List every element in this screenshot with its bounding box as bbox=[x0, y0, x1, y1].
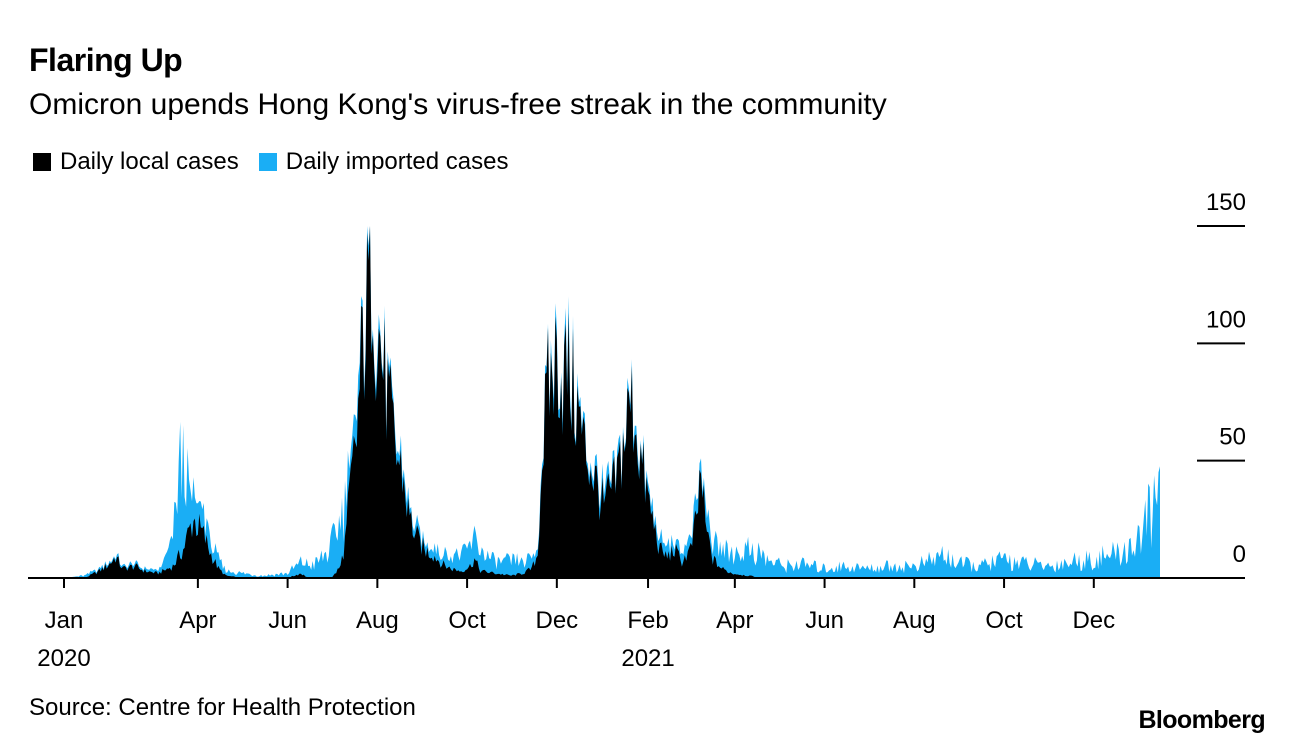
legend-swatch-local bbox=[33, 153, 51, 171]
legend: Daily local cases Daily imported cases bbox=[33, 148, 528, 176]
x-tick-label: Oct bbox=[448, 607, 486, 634]
x-tick-year-label: 2021 bbox=[621, 645, 674, 672]
x-tick-label: Jun bbox=[268, 607, 307, 634]
x-tick-label: Dec bbox=[535, 607, 578, 634]
legend-label-local: Daily local cases bbox=[60, 148, 239, 175]
x-tick-label: Apr bbox=[179, 607, 216, 634]
series-area-local bbox=[64, 226, 1160, 578]
source-note: Source: Centre for Health Protection bbox=[29, 694, 416, 721]
legend-item-imported: Daily imported cases bbox=[258, 148, 509, 176]
x-tick-label: Jan bbox=[45, 607, 84, 634]
legend-label-imported: Daily imported cases bbox=[285, 148, 509, 175]
x-tick-label: Aug bbox=[893, 607, 936, 634]
brand-logo: Bloomberg bbox=[1138, 706, 1265, 734]
x-tick-label: Dec bbox=[1072, 607, 1115, 634]
chart-title: Flaring Up bbox=[29, 42, 183, 78]
x-tick-label: Aug bbox=[356, 607, 399, 634]
chart-subtitle: Omicron upends Hong Kong's virus-free st… bbox=[29, 88, 887, 121]
y-tick-label: 0 bbox=[1233, 541, 1246, 568]
x-tick-label: Apr bbox=[716, 607, 753, 634]
y-tick-label: 100 bbox=[1206, 306, 1246, 333]
x-tick-label: Oct bbox=[985, 607, 1023, 634]
y-tick-label: 150 bbox=[1206, 189, 1246, 216]
legend-item-local: Daily local cases bbox=[33, 148, 239, 176]
x-tick-label: Feb bbox=[627, 607, 668, 634]
legend-swatch-imported bbox=[258, 153, 277, 171]
y-tick-label: 50 bbox=[1219, 424, 1246, 451]
x-tick-label: Jun bbox=[805, 607, 844, 634]
area-chart: 0 50 100 150 Jan 2020 Apr Jun Aug Oct Dec Feb 2021 Ap… bbox=[28, 189, 1246, 672]
x-tick-year-label: 2020 bbox=[37, 645, 90, 672]
